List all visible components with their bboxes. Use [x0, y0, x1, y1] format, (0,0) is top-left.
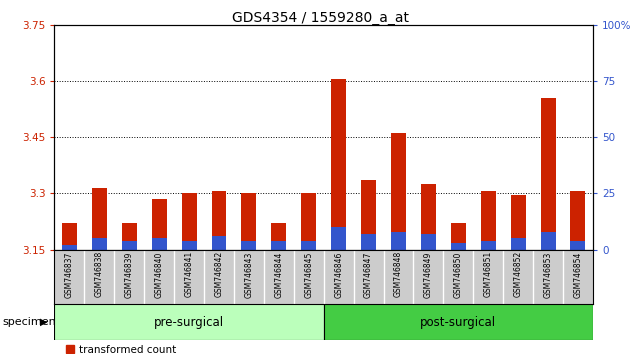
Text: GSM746852: GSM746852: [513, 251, 522, 297]
Bar: [481, 241, 495, 250]
Text: GSM746846: GSM746846: [334, 251, 343, 298]
Bar: [421, 184, 436, 250]
Bar: [181, 241, 197, 250]
Bar: [361, 234, 376, 250]
Bar: [361, 180, 376, 250]
Bar: [271, 223, 287, 250]
Bar: [331, 227, 346, 250]
Text: GSM746850: GSM746850: [454, 251, 463, 298]
Bar: [54, 304, 324, 340]
Text: specimen: specimen: [2, 317, 56, 327]
Text: GSM746848: GSM746848: [394, 251, 403, 297]
Bar: [421, 234, 436, 250]
Bar: [92, 238, 107, 250]
Text: GSM746842: GSM746842: [215, 251, 224, 297]
Bar: [324, 304, 593, 340]
Bar: [511, 195, 526, 250]
Bar: [122, 223, 137, 250]
Bar: [391, 232, 406, 250]
Bar: [481, 192, 495, 250]
Bar: [271, 241, 287, 250]
Text: GSM746837: GSM746837: [65, 251, 74, 298]
Bar: [152, 199, 167, 250]
Text: GSM746847: GSM746847: [364, 251, 373, 298]
Text: GSM746838: GSM746838: [95, 251, 104, 297]
Bar: [152, 238, 167, 250]
Text: GSM746844: GSM746844: [274, 251, 283, 298]
Legend: transformed count, percentile rank within the sample: transformed count, percentile rank withi…: [66, 345, 254, 354]
Bar: [540, 98, 556, 250]
Bar: [331, 79, 346, 250]
Bar: [62, 223, 77, 250]
Text: GSM746840: GSM746840: [154, 251, 163, 298]
Bar: [62, 245, 77, 250]
Bar: [451, 223, 466, 250]
Bar: [212, 192, 226, 250]
Text: GSM746845: GSM746845: [304, 251, 313, 298]
Text: post-surgical: post-surgical: [420, 316, 496, 329]
Text: pre-surgical: pre-surgical: [154, 316, 224, 329]
Bar: [451, 243, 466, 250]
Bar: [301, 193, 316, 250]
Bar: [540, 232, 556, 250]
Text: GSM746854: GSM746854: [574, 251, 583, 298]
Bar: [92, 188, 107, 250]
Bar: [122, 241, 137, 250]
Bar: [511, 238, 526, 250]
Bar: [301, 241, 316, 250]
Bar: [570, 192, 585, 250]
Text: ▶: ▶: [40, 317, 48, 327]
Bar: [181, 193, 197, 250]
Text: GSM746853: GSM746853: [544, 251, 553, 298]
Bar: [242, 241, 256, 250]
Text: GSM746843: GSM746843: [244, 251, 253, 298]
Text: GDS4354 / 1559280_a_at: GDS4354 / 1559280_a_at: [232, 11, 409, 25]
Text: GSM746841: GSM746841: [185, 251, 194, 297]
Text: GSM746851: GSM746851: [484, 251, 493, 297]
Bar: [391, 133, 406, 250]
Bar: [212, 236, 226, 250]
Text: GSM746839: GSM746839: [125, 251, 134, 298]
Bar: [570, 241, 585, 250]
Text: GSM746849: GSM746849: [424, 251, 433, 298]
Bar: [242, 193, 256, 250]
